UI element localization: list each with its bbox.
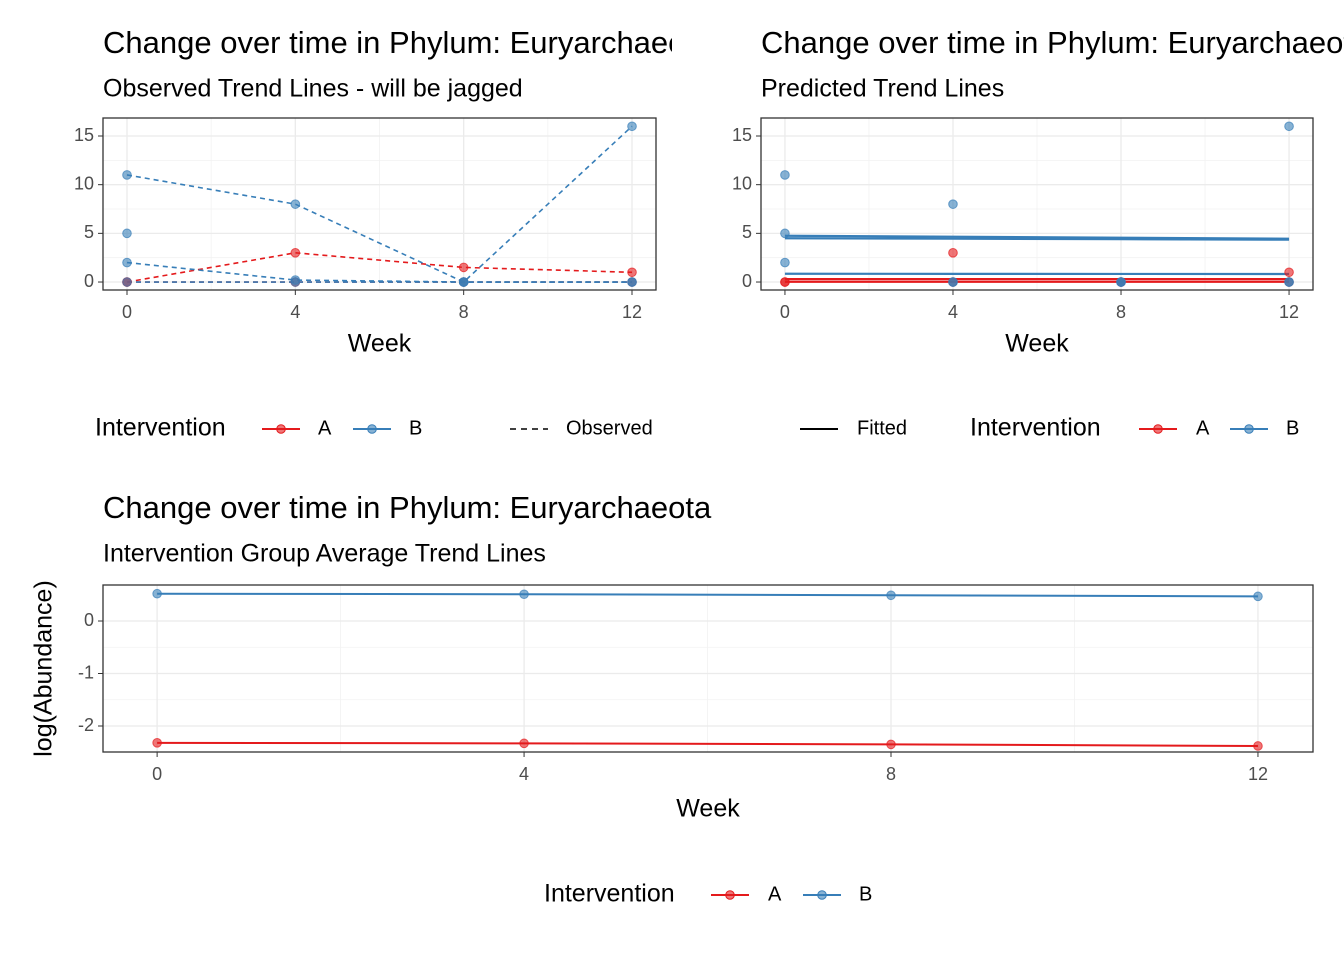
y-tick-label: 0 [84,610,94,630]
chart-subtitle: Intervention Group Average Trend Lines [103,540,546,568]
legend-key-point [817,890,827,900]
data-point [886,590,896,601]
legend-label: B [409,417,422,439]
plot-background [103,585,1313,752]
y-tick-label: -1 [78,662,94,682]
data-point [1284,277,1294,287]
x-axis-label: Week [1005,330,1069,358]
trend-line [157,592,1258,598]
y-tick-label: -2 [78,715,94,735]
legend-label: A [1196,417,1210,439]
legend-label: Observed [566,417,653,439]
x-tick-label: 0 [152,764,162,784]
x-tick-label: 8 [1116,302,1126,322]
x-axis-label: Week [348,330,412,358]
chart-panel: Change over time in Phylum: Euryarchaeot… [732,25,1344,441]
legend-title: Intervention [95,414,226,442]
x-tick-label: 12 [1279,302,1299,322]
legend-title: Intervention [544,880,675,908]
legend-key-point [367,424,377,434]
x-tick-label: 8 [886,764,896,784]
y-tick-label: 0 [742,271,752,291]
y-tick-label: 5 [742,222,752,242]
data-point [1284,121,1294,132]
x-axis-label: Week [676,795,740,823]
legend-key-point [1244,424,1254,434]
y-tick-label: 15 [74,125,94,145]
data-point [122,277,132,287]
data-point [886,739,896,750]
data-point [458,277,469,287]
x-tick-label: 12 [622,302,642,322]
data-point [122,170,132,180]
plot-border [760,117,1314,291]
data-point [948,199,958,209]
data-point [627,267,637,278]
x-tick-label: 0 [122,302,132,322]
y-tick-label: 0 [84,271,94,291]
data-point [780,170,790,180]
trend-line [784,234,1290,240]
trend-line [126,261,633,283]
x-tick-label: 8 [459,302,469,322]
data-point [780,228,790,239]
y-tick-label: 5 [84,222,94,242]
legend-title: Intervention [970,414,1101,442]
legend-label: Fitted [857,417,907,439]
data-point [290,277,301,287]
legend-key-point [276,424,286,434]
legend-label: B [1286,417,1299,439]
y-axis-label: log(Abundance) [30,580,58,757]
chart-panel: Change over time in Phylum: Euryarchaeot… [74,25,712,442]
chart-panel: Change over time in Phylum: Euryarchaeot… [30,490,1314,908]
data-point [122,257,132,268]
x-tick-label: 0 [780,302,790,322]
chart-title: Change over time in Phylum: Euryarchaeot… [761,25,1344,60]
data-point [519,589,529,600]
data-point [152,588,162,599]
y-tick-label: 15 [732,125,752,145]
data-point [1253,741,1263,751]
chart-title: Change over time in Phylum: Euryarchaeot… [103,25,712,60]
trend-line [784,237,1290,241]
data-point [1116,277,1126,287]
plot-border [102,117,657,291]
trend-line [126,125,633,283]
x-tick-label: 4 [519,764,529,784]
legend-label: A [318,417,332,439]
trend-line [157,741,1258,747]
data-point [1284,267,1294,278]
data-point [627,277,637,287]
legend-label: A [768,883,782,905]
data-point [948,277,958,287]
data-point [290,248,301,258]
x-tick-label: 12 [1248,764,1268,784]
data-point [122,228,132,239]
legend-key-point [1153,424,1163,434]
data-point [290,199,301,209]
legend-label: B [859,883,872,905]
data-point [152,738,162,748]
chart-subtitle: Predicted Trend Lines [761,75,1004,103]
data-point [780,257,790,268]
data-point [627,121,637,132]
trend-line [126,252,633,283]
chart-subtitle: Observed Trend Lines - will be jagged [103,75,523,103]
chart-title: Change over time in Phylum: Euryarchaeot… [103,490,712,525]
y-tick-label: 10 [74,173,94,193]
data-point [1253,591,1263,602]
data-point [458,262,469,273]
data-point [780,277,790,287]
x-tick-label: 4 [948,302,958,322]
x-tick-label: 4 [290,302,300,322]
data-point [948,248,958,258]
y-tick-label: 10 [732,173,752,193]
data-point [519,738,529,749]
plot-border [102,584,1314,753]
legend-key-point [725,890,735,900]
